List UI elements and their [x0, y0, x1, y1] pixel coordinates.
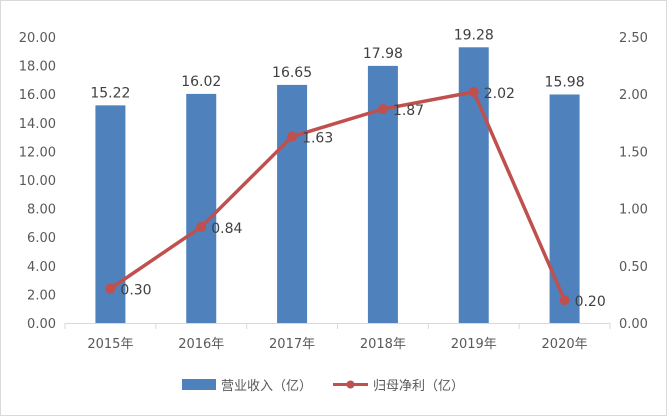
line-data-label: 2.02 — [484, 86, 515, 102]
y-left-tick-label: 8.00 — [27, 203, 56, 218]
y-left-tick-label: 2.00 — [27, 288, 56, 303]
legend-marker-profit — [346, 380, 355, 389]
bar-data-label: 15.22 — [90, 85, 130, 101]
y-left-tick-label: 12.00 — [19, 145, 56, 160]
y-left-tick-label: 14.00 — [19, 117, 56, 132]
legend-swatch-revenue — [182, 379, 216, 390]
y-left-tick-label: 20.00 — [19, 31, 56, 46]
x-tick-label: 2016年 — [178, 337, 224, 352]
line-data-label: 1.87 — [393, 103, 424, 119]
y-left-tick-label: 16.00 — [19, 88, 56, 103]
line-point-profit — [559, 295, 570, 306]
x-tick-label: 2020年 — [542, 337, 588, 352]
bar-data-label: 17.98 — [363, 46, 403, 62]
bar-data-label: 15.98 — [545, 74, 585, 90]
legend: 营业收入（亿） 归母净利（亿） — [182, 379, 464, 394]
y-right-tick-label: 2.00 — [619, 88, 648, 103]
y-right-tick-label: 1.50 — [619, 145, 648, 160]
bar-revenue — [277, 84, 308, 323]
line-data-label: 0.20 — [575, 294, 606, 310]
legend-label-revenue: 营业收入（亿） — [221, 379, 312, 394]
x-tick-label: 2018年 — [360, 337, 406, 352]
x-tick-label: 2015年 — [87, 337, 133, 352]
legend-label-profit: 归母净利（亿） — [373, 379, 464, 394]
line-point-profit — [105, 283, 116, 294]
line-data-label: 0.30 — [120, 283, 151, 299]
line-profit — [109, 89, 567, 301]
y-left-tick-label: 0.00 — [27, 317, 56, 332]
y-right-tick-label: 2.50 — [619, 31, 648, 46]
line-point-profit — [196, 221, 207, 232]
y-left-tick-label: 10.00 — [19, 174, 56, 189]
x-tick-label: 2019年 — [451, 337, 497, 352]
bar-data-label: 16.02 — [181, 74, 221, 90]
bar-revenue — [186, 93, 217, 323]
y-left-tick-label: 18.00 — [19, 60, 56, 75]
bar-revenue — [549, 94, 580, 324]
bar-data-label: 16.65 — [272, 65, 312, 81]
y-right-tick-label: 0.50 — [619, 260, 648, 275]
y-right-tick-label: 0.00 — [619, 317, 648, 332]
bar-data-label: 19.28 — [454, 27, 494, 43]
y-right-tick-label: 1.00 — [619, 203, 648, 218]
x-tick-label: 2017年 — [269, 337, 315, 352]
line-data-label: 0.84 — [211, 221, 242, 237]
line-point-profit — [287, 131, 298, 142]
line-point-profit — [377, 104, 388, 115]
y-left-tick-label: 4.00 — [27, 260, 56, 275]
line-point-profit — [468, 86, 479, 97]
line-data-label: 1.63 — [302, 131, 333, 147]
y-left-tick-label: 6.00 — [27, 231, 56, 246]
